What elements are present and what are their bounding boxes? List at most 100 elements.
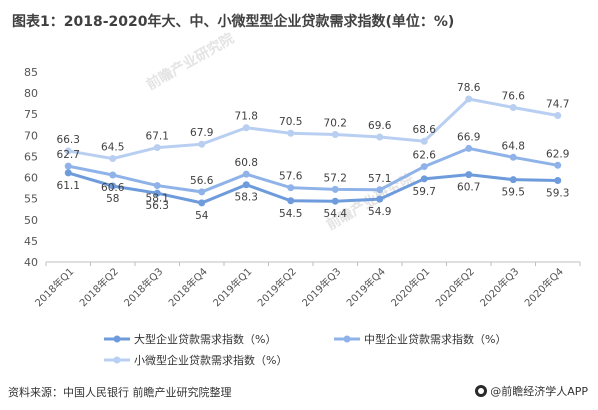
source-note: 资料来源：中国人民银行 前瞻产业研究院整理: [8, 386, 232, 399]
data-point: [287, 197, 295, 205]
data-label: 67.1: [146, 131, 169, 143]
brand-logo-icon: [475, 385, 488, 397]
data-label: 60.8: [235, 157, 258, 169]
data-label: 54.9: [368, 206, 391, 218]
x-tick-label: 2020年Q2: [433, 265, 477, 309]
data-label: 64.8: [502, 140, 525, 152]
data-label: 56.6: [190, 175, 214, 187]
x-tick-label: 2019年Q1: [210, 265, 254, 309]
legend-label: 中型企业贷款需求指数（%）: [364, 332, 506, 346]
data-point: [376, 195, 384, 203]
data-point: [64, 169, 72, 177]
x-tick-label: 2019年Q4: [344, 265, 388, 309]
data-point: [242, 124, 250, 132]
data-point: [198, 188, 206, 196]
legend-marker: [113, 356, 121, 364]
y-tick-label: 40: [24, 256, 38, 269]
data-label: 58: [106, 193, 119, 205]
y-tick-label: 50: [24, 214, 38, 227]
data-label: 66.3: [57, 134, 80, 146]
x-tick-label: 2019年Q2: [255, 265, 299, 309]
data-label: 61.1: [57, 180, 80, 192]
legend-label: 小微型企业贷款需求指数（%）: [134, 353, 287, 367]
data-point: [198, 199, 206, 207]
data-point: [153, 144, 161, 152]
series-line: [67, 146, 559, 194]
x-tick-label: 2018年Q1: [32, 265, 76, 309]
data-point: [465, 144, 473, 152]
data-label: 62.7: [57, 149, 80, 161]
series-lines: [64, 95, 562, 207]
data-point: [554, 111, 562, 119]
data-point: [331, 130, 339, 138]
data-point: [554, 177, 562, 185]
data-label: 70.5: [279, 116, 302, 128]
data-label: 62.6: [413, 150, 437, 162]
y-tick-label: 55: [24, 193, 38, 206]
x-tick-label: 2018年Q4: [166, 265, 210, 309]
y-tick-label: 70: [24, 129, 38, 142]
data-point: [64, 147, 72, 155]
y-tick-label: 75: [24, 108, 38, 121]
data-label: 56.3: [146, 200, 169, 212]
brand-text: @前瞻经济学人APP: [490, 385, 588, 398]
data-point: [153, 182, 161, 190]
data-point: [509, 103, 517, 111]
data-label: 66.9: [457, 131, 480, 143]
x-tick-label: 2018年Q2: [77, 265, 121, 309]
data-labels: 61.1 58 56.3 54 58.3 54.5 54.4 54.9 59.7 60.7 59.5…: [57, 82, 570, 222]
y-tick-label: 65: [24, 150, 38, 163]
data-label: 74.7: [546, 98, 569, 110]
data-point: [376, 133, 384, 141]
data-point: [509, 176, 517, 184]
legend-label: 大型企业贷款需求指数（%）: [134, 332, 276, 346]
series-line: [67, 97, 559, 161]
data-point: [109, 171, 117, 179]
data-label: 54.5: [279, 208, 302, 220]
data-point: [420, 137, 428, 145]
data-label: 59.3: [546, 188, 569, 200]
data-point: [153, 189, 161, 197]
watermark-text: 前瞻产业研究院: [144, 30, 237, 94]
data-label: 67.9: [190, 127, 213, 139]
data-label: 76.6: [502, 90, 526, 102]
x-tick-label: 2020年Q1: [388, 265, 432, 309]
data-label: 64.5: [101, 142, 124, 154]
data-point: [287, 129, 295, 137]
x-tick-label: 2020年Q3: [477, 265, 521, 309]
chart-title: 图表1：2018-2020年大、中、小微型型企业贷款需求指数(单位：%): [12, 14, 455, 30]
data-label: 78.6: [457, 82, 481, 94]
data-label: 57.1: [368, 173, 391, 185]
data-point: [242, 170, 250, 178]
x-tick-label: 2020年Q4: [522, 265, 566, 309]
x-tick-label: 2019年Q3: [299, 265, 343, 309]
data-point: [242, 181, 250, 189]
data-point: [287, 184, 295, 192]
data-point: [198, 140, 206, 148]
data-label: 57.6: [279, 171, 303, 183]
y-tick-label: 45: [24, 235, 38, 248]
data-label: 70.2: [324, 117, 347, 129]
data-point: [554, 161, 562, 169]
data-point: [465, 171, 473, 179]
series-line: [67, 171, 558, 205]
data-point: [465, 95, 473, 103]
brand-credit: @前瞻经济学人APP: [475, 383, 588, 399]
legend-marker: [113, 335, 121, 343]
data-label: 69.6: [368, 120, 392, 132]
data-point: [376, 186, 384, 194]
x-tick-label: 2018年Q3: [121, 265, 165, 309]
data-point: [64, 162, 72, 170]
data-point: [331, 197, 339, 205]
data-point: [420, 175, 428, 183]
y-tick-label: 85: [24, 66, 38, 79]
data-point: [509, 153, 517, 161]
data-label: 59.7: [413, 186, 436, 198]
data-point: [331, 185, 339, 193]
data-label: 57.2: [324, 172, 347, 184]
data-point: [420, 163, 428, 171]
data-label: 58.3: [235, 192, 258, 204]
x-axis: 2018年Q1 2018年Q2 2018年Q3 2018年Q4 2019年Q1 2019年…: [32, 261, 581, 309]
data-label: 54: [195, 210, 209, 222]
